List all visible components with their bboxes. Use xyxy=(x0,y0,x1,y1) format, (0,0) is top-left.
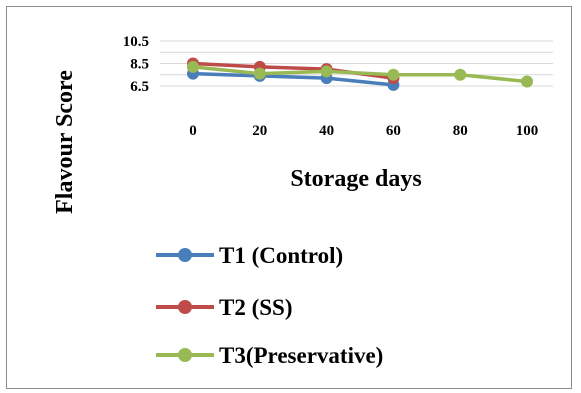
legend-label: T2 (SS) xyxy=(219,295,293,320)
legend-swatch-marker xyxy=(178,348,192,362)
x-tick-label: 60 xyxy=(386,123,401,139)
x-tick-label: 20 xyxy=(252,123,267,139)
data-point xyxy=(454,68,467,81)
series-3 xyxy=(187,60,533,88)
series-line xyxy=(192,71,394,87)
data-point xyxy=(521,75,533,88)
x-tick-label: 80 xyxy=(453,123,468,139)
data-point xyxy=(187,60,199,73)
legend: T1 (Control) T2 (SS) T3(Preservative) xyxy=(156,243,383,368)
x-tick-label: 100 xyxy=(516,123,539,139)
y-tick-label: 10.5 xyxy=(123,34,149,50)
data-point xyxy=(253,67,266,80)
y-axis-title: Flavour Score xyxy=(52,70,78,214)
legend-item: T3(Preservative) xyxy=(156,343,383,368)
y-tick-label: 6.5 xyxy=(130,79,149,95)
data-point xyxy=(320,65,333,78)
legend-swatch-marker xyxy=(178,248,192,262)
series-lines xyxy=(187,57,533,91)
x-axis-title: Storage days xyxy=(290,166,421,192)
series-line xyxy=(192,65,528,84)
x-tick-labels: 0 20 40 60 80 100 xyxy=(189,123,538,139)
x-tick-label: 40 xyxy=(319,123,334,139)
legend-item: T1 (Control) xyxy=(156,243,343,268)
legend-item: T2 (SS) xyxy=(156,295,293,320)
x-tick-label: 0 xyxy=(189,123,197,139)
legend-label: T3(Preservative) xyxy=(219,343,383,368)
data-point xyxy=(387,68,400,81)
chart-frame xyxy=(6,6,572,389)
legend-swatch-marker xyxy=(178,300,192,314)
legend-label: T1 (Control) xyxy=(219,243,343,268)
y-tick-label: 8.5 xyxy=(130,57,149,73)
y-tick-labels: 10.5 8.5 6.5 xyxy=(123,34,149,95)
